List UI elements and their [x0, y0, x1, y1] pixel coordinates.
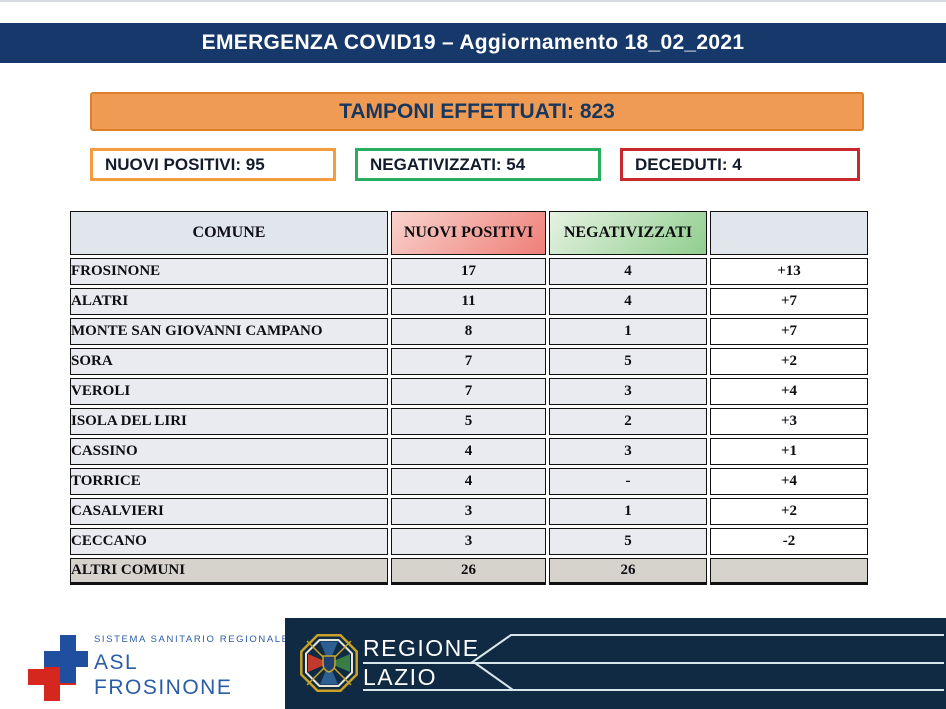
nuovi-positivi-cell: 3: [391, 528, 546, 555]
negativizzati-cell: 1: [549, 318, 707, 345]
stat-negativizzati-label: NEGATIVIZZATI: 54: [370, 154, 526, 174]
table-row-altri-comuni: ALTRI COMUNI 26 26: [70, 558, 868, 585]
table-row: VEROLI 7 3 +4: [70, 378, 868, 405]
comune-cell: CASALVIERI: [70, 498, 388, 525]
nuovi-positivi-cell: 5: [391, 408, 546, 435]
comune-cell: ISOLA DEL LIRI: [70, 408, 388, 435]
table-header-row: COMUNE NUOVI POSITIVI NEGATIVIZZATI: [70, 211, 868, 255]
tamponi-banner-label: TAMPONI EFFETTUATI: 823: [339, 99, 615, 123]
nuovi-positivi-cell: 7: [391, 378, 546, 405]
negativizzati-cell: -: [549, 468, 707, 495]
header-cell-delta: [710, 211, 868, 255]
stat-deceduti-label: DECEDUTI: 4: [635, 154, 742, 174]
header-cell-negativizzati: NEGATIVIZZATI: [549, 211, 707, 255]
stat-box-deceduti: DECEDUTI: 4: [620, 148, 860, 181]
delta-cell: +2: [710, 348, 868, 375]
delta-cell: +7: [710, 318, 868, 345]
table-row: CASSINO 4 3 +1: [70, 438, 868, 465]
delta-cell: -2: [710, 528, 868, 555]
comune-cell: CASSINO: [70, 438, 388, 465]
comune-cell: ALATRI: [70, 288, 388, 315]
delta-cell: +13: [710, 258, 868, 285]
comune-cell: ALTRI COMUNI: [70, 558, 388, 585]
stat-box-nuovi-positivi: NUOVI POSITIVI: 95: [90, 148, 336, 181]
delta-cell: +7: [710, 288, 868, 315]
table-row: TORRICE 4 - +4: [70, 468, 868, 495]
lazio-text: LAZIO: [363, 664, 437, 690]
negativizzati-cell: 5: [549, 528, 707, 555]
top-divider: [0, 0, 946, 2]
delta-cell: +4: [710, 378, 868, 405]
negativizzati-cell: 1: [549, 498, 707, 525]
negativizzati-cell: 4: [549, 288, 707, 315]
nuovi-positivi-cell: 11: [391, 288, 546, 315]
asl-name-line2: FROSINONE: [94, 676, 233, 699]
title-bar: EMERGENZA COVID19 – Aggiornamento 18_02_…: [0, 23, 946, 63]
page-title: EMERGENZA COVID19 – Aggiornamento 18_02_…: [201, 31, 745, 54]
comune-cell: VEROLI: [70, 378, 388, 405]
table-row: SORA 7 5 +2: [70, 348, 868, 375]
delta-cell: +2: [710, 498, 868, 525]
stat-nuovi-positivi-label: NUOVI POSITIVI: 95: [105, 154, 265, 174]
table-row: FROSINONE 17 4 +13: [70, 258, 868, 285]
negativizzati-cell: 3: [549, 438, 707, 465]
lazio-emblem-icon: [300, 634, 358, 692]
asl-frosinone-logo: SISTEMA SANITARIO REGIONALE ASL FROSINON…: [22, 628, 288, 703]
asl-name-line1: ASL: [94, 651, 139, 674]
nuovi-positivi-cell: 3: [391, 498, 546, 525]
comune-cell: SORA: [70, 348, 388, 375]
regione-lazio-lines: [363, 634, 944, 691]
nuovi-positivi-cell: 4: [391, 468, 546, 495]
comune-cell: FROSINONE: [70, 258, 388, 285]
table-row: CECCANO 3 5 -2: [70, 528, 868, 555]
delta-cell: [710, 558, 868, 585]
comune-cell: CECCANO: [70, 528, 388, 555]
negativizzati-cell: 3: [549, 378, 707, 405]
asl-text-block: SISTEMA SANITARIO REGIONALE ASL FROSINON…: [94, 634, 290, 700]
comune-cell: MONTE SAN GIOVANNI CAMPANO: [70, 318, 388, 345]
nuovi-positivi-cell: 26: [391, 558, 546, 585]
nuovi-positivi-cell: 7: [391, 348, 546, 375]
negativizzati-cell: 2: [549, 408, 707, 435]
nuovi-positivi-cell: 8: [391, 318, 546, 345]
negativizzati-cell: 5: [549, 348, 707, 375]
negativizzati-cell: 4: [549, 258, 707, 285]
comune-cell: TORRICE: [70, 468, 388, 495]
asl-cross-icon: [28, 635, 88, 701]
delta-cell: +4: [710, 468, 868, 495]
header-cell-comune: COMUNE: [70, 211, 388, 255]
table-row: MONTE SAN GIOVANNI CAMPANO 8 1 +7: [70, 318, 868, 345]
delta-cell: +3: [710, 408, 868, 435]
header-cell-nuovi-positivi: NUOVI POSITIVI: [391, 211, 546, 255]
nuovi-positivi-cell: 17: [391, 258, 546, 285]
negativizzati-cell: 26: [549, 558, 707, 585]
regione-lazio-bar: REGIONE LAZIO: [285, 618, 946, 709]
nuovi-positivi-cell: 4: [391, 438, 546, 465]
stat-box-negativizzati: NEGATIVIZZATI: 54: [355, 148, 601, 181]
table-row: ALATRI 11 4 +7: [70, 288, 868, 315]
regione-text: REGIONE: [363, 635, 480, 661]
tamponi-banner: TAMPONI EFFETTUATI: 823: [90, 92, 864, 131]
table-row: CASALVIERI 3 1 +2: [70, 498, 868, 525]
asl-tagline: SISTEMA SANITARIO REGIONALE: [94, 634, 290, 645]
delta-cell: +1: [710, 438, 868, 465]
table-row: ISOLA DEL LIRI 5 2 +3: [70, 408, 868, 435]
covid-table: COMUNE NUOVI POSITIVI NEGATIVIZZATI FROS…: [67, 208, 871, 588]
